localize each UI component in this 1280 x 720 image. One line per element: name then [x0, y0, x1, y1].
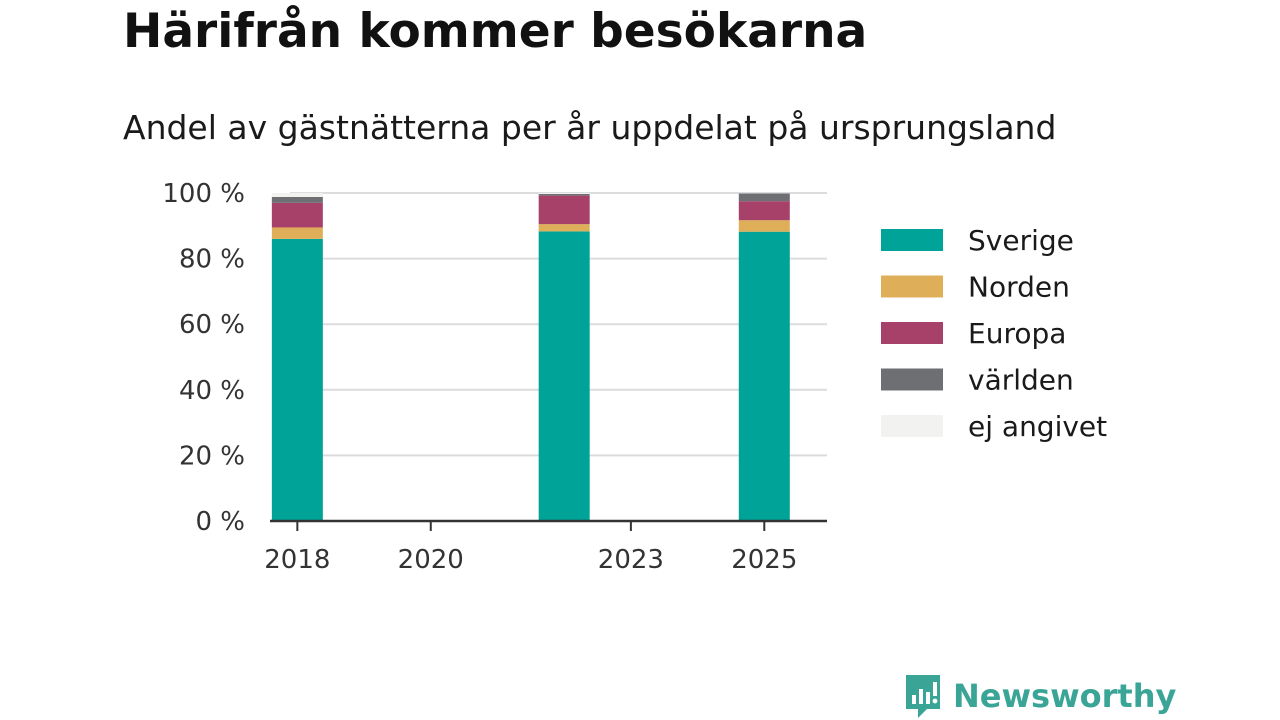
legend-label-ej-angivet: ej angivet: [968, 410, 1107, 443]
bar-segment-Europa-2018: [271, 202, 323, 228]
legend-swatch-ej-angivet: [881, 415, 943, 437]
y-tick-label: 0 %: [195, 507, 245, 537]
legend-swatch-Europa: [881, 322, 943, 344]
brand-logo: Newsworthy: [903, 672, 1176, 720]
legend-label-Europa: Europa: [968, 317, 1066, 350]
chart-title: Härifrån kommer besökarna: [123, 4, 868, 59]
bar-segment-Norden-2022: [538, 224, 590, 232]
bar-segment-Europa-2022: [538, 195, 590, 225]
bar-segment-världen-2022: [538, 193, 590, 196]
legend-label-Norden: Norden: [968, 271, 1070, 304]
bar-segment-ej-angivet-2022: [538, 193, 590, 194]
bar-segment-Sverige-2025: [738, 231, 790, 522]
legend-swatch-Norden: [881, 275, 943, 298]
bar-segment-Sverige-2018: [271, 238, 323, 522]
legend-label-Sverige: Sverige: [968, 224, 1074, 257]
bar-segment-världen-2025: [738, 193, 790, 202]
x-tick-label: 2025: [731, 545, 797, 575]
bar-segment-världen-2018: [271, 196, 323, 203]
legend-swatch-världen: [881, 368, 943, 391]
legend-label-världen: världen: [968, 364, 1074, 397]
bar-segment-Norden-2025: [738, 220, 790, 232]
y-tick-label: 60 %: [179, 310, 245, 340]
chart-subtitle: Andel av gästnätterna per år uppdelat på…: [123, 108, 1057, 147]
x-tick-label: 2018: [264, 545, 330, 575]
legend: Sverige Norden Europa världen ej angivet: [881, 224, 1107, 443]
x-tick-label: 2020: [398, 545, 464, 575]
x-tick-label: 2023: [598, 545, 664, 575]
y-tick-label: 40 %: [179, 376, 245, 406]
bar-segment-Sverige-2022: [538, 231, 590, 521]
bar-segment-ej-angivet-2018: [271, 193, 323, 197]
y-tick-label: 100 %: [162, 179, 245, 209]
brand-name: Newsworthy: [953, 677, 1177, 715]
bars: [271, 193, 790, 522]
bar-chart-speech-bubble-icon: [906, 675, 940, 718]
y-tick-label: 80 %: [179, 245, 245, 275]
axes: 0 % 20 % 40 % 60 % 80 % 100 % 2018 2020 2023 2025: [162, 179, 827, 575]
bar-segment-Europa-2025: [738, 201, 790, 221]
legend-swatch-Sverige: [881, 229, 943, 251]
bar-segment-Norden-2018: [271, 227, 323, 239]
y-tick-label: 20 %: [179, 441, 245, 471]
